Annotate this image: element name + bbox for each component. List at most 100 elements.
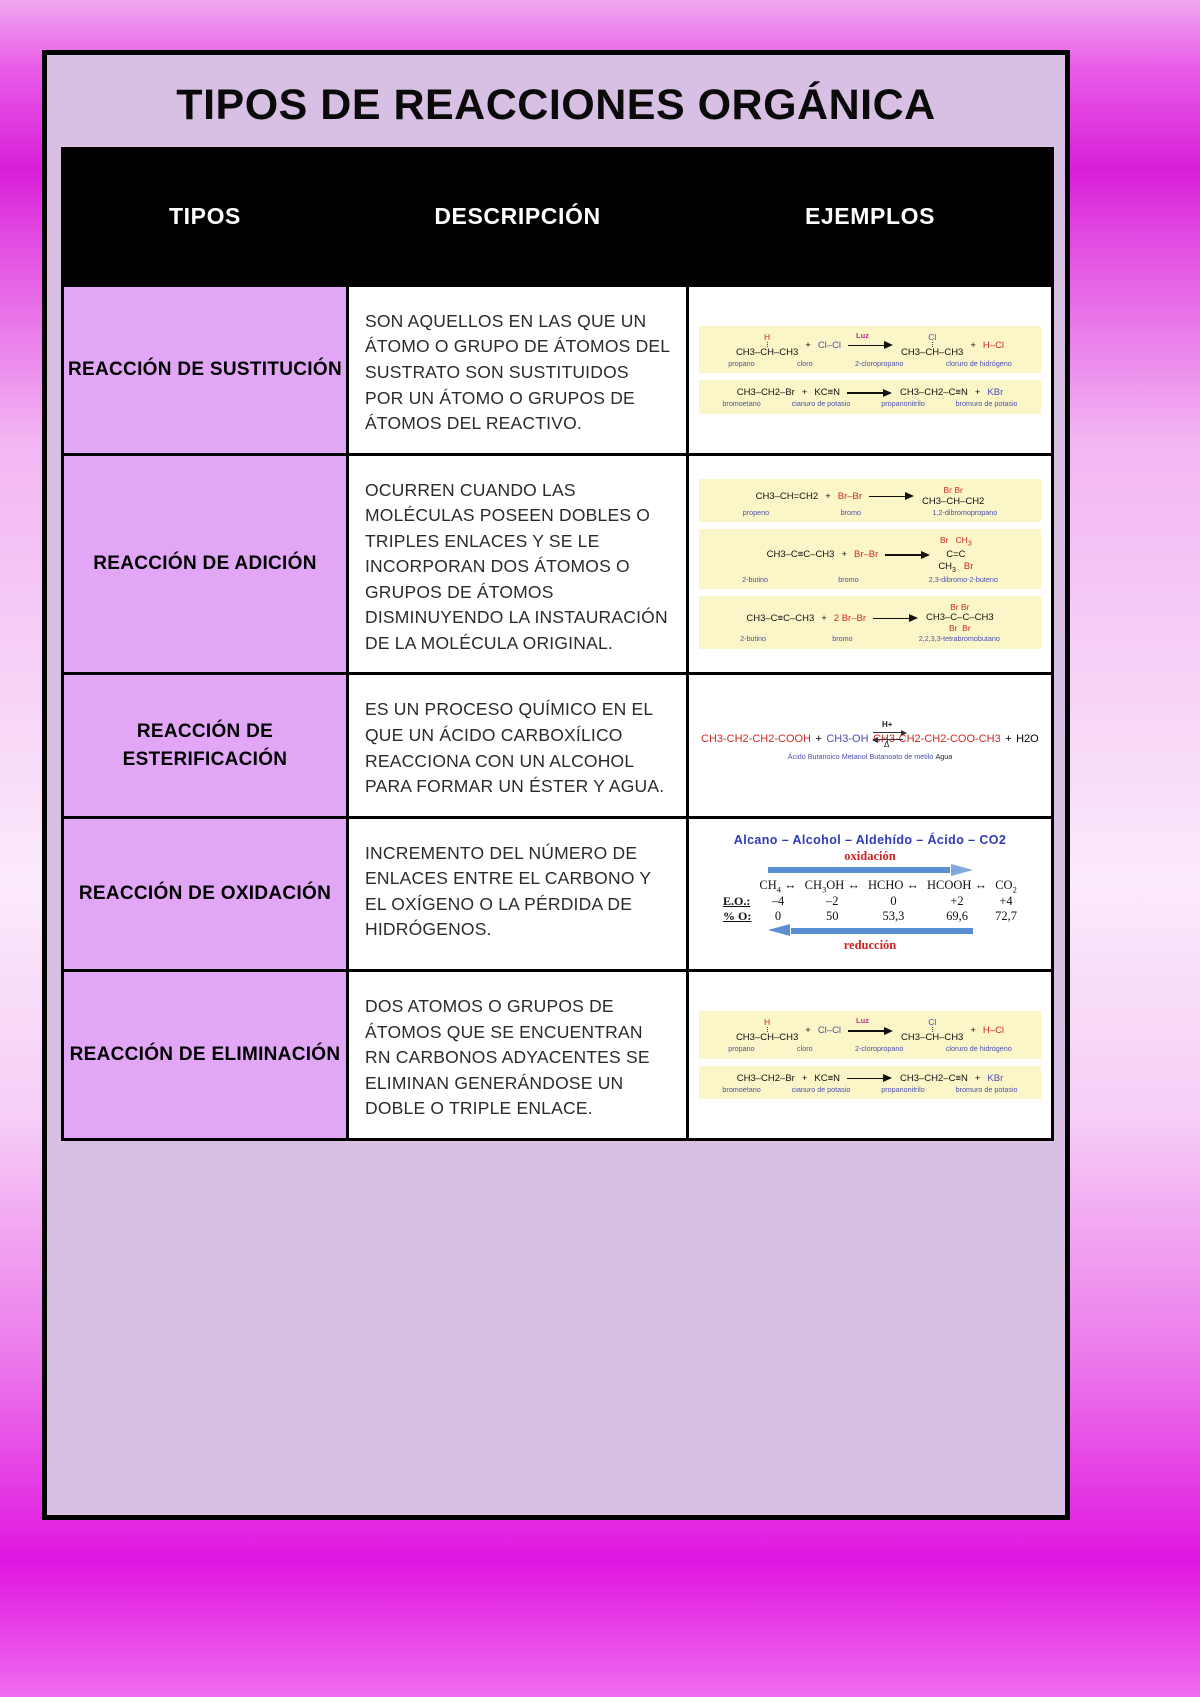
substituent-label: Br Br — [943, 485, 963, 496]
reactant-formula: Cl–Cl — [817, 339, 842, 351]
reaction-diagram: H CH3–CH–CH3 + Cl–Cl Luz Cl — [699, 325, 1041, 374]
species-name: 2,2,3,3-tetrabromobutano — [918, 634, 1000, 644]
species-name: Ácido Butanoico — [787, 752, 840, 762]
reactant-formula: CH3–CH=CH2 — [755, 491, 819, 503]
reaction-condition: Luz — [856, 330, 869, 340]
table-row: REACCIÓN DE SUSTITUCIÓN SON AQUELLOS EN … — [61, 283, 1054, 456]
reactant-formula: CH3–CH2–Br — [736, 387, 795, 399]
product-formula: C=C — [946, 548, 966, 560]
reactant-formula: CH3–CH–CH3 — [735, 1032, 799, 1044]
reaction-type-cell: REACCIÓN DE ELIMINACIÓN — [61, 969, 349, 1141]
reaction-diagram: CH3–CH2–Br + KC≡N CH3–CH2–C≡N + KBr brom… — [699, 1065, 1041, 1100]
species-name: propeno — [742, 507, 770, 517]
species-formula: CO2 — [995, 877, 1017, 895]
oxidation-arrow-icon — [767, 863, 973, 876]
reaction-examples-cell: H CH3–CH–CH3 + Cl–Cl Luz Cl — [686, 969, 1054, 1141]
eo-value: +2 — [950, 894, 964, 909]
species-name: 2-butino — [740, 634, 767, 644]
species-name: cianuro de potasio — [791, 1084, 851, 1094]
species-name: cloro — [797, 359, 813, 369]
reaction-description-cell: INCREMENTO DEL NÚMERO DE ENLACES ENTRE E… — [346, 815, 689, 973]
reactant-formula: CH3–C≡C–CH3 — [766, 549, 835, 561]
reaction-diagram: CH3–CH2–Br + KC≡N CH3–CH2–C≡N + KBr brom… — [699, 380, 1041, 414]
reaction-diagram: CH3–C≡C–CH3 + Br–Br Br CH3 C=C CH3 Br — [699, 529, 1041, 589]
product-formula: CH3–CH2–C≡N — [900, 1072, 968, 1084]
pct-value: 69,6 — [946, 909, 968, 924]
oxidation-label: oxidación — [844, 848, 896, 863]
content-card: TIPOS DE REACCIONES ORGÁNICA TIPOS DESCR… — [42, 50, 1070, 1520]
reaction-arrow-icon — [869, 491, 915, 502]
reaction-condition: Luz — [856, 1016, 869, 1026]
reaction-diagram: H CH3–CH–CH3 + Cl–Cl Luz Cl — [699, 1010, 1041, 1059]
column-header-tipos: TIPOS — [61, 146, 349, 287]
species-name: cloruro de hidrógeno — [945, 1044, 1012, 1054]
reaction-examples-cell: Alcano – Alcohol – Aldehído – Ácido – CO… — [686, 815, 1054, 973]
substituent-label: Br Br — [950, 601, 970, 612]
reactant-formula: Br–Br — [854, 549, 879, 561]
reactant-formula: Br–Br — [837, 491, 863, 503]
species-name: Butanoato de metilo — [869, 752, 934, 762]
reaction-description-cell: SON AQUELLOS EN LAS QUE UN ÁTOMO O GRUPO… — [346, 283, 689, 456]
species-name: bromo — [840, 507, 862, 517]
substituent-label: Cl — [928, 331, 937, 342]
ester-formula: CH3-CH2-CH2-COO-CH3 — [872, 733, 1001, 746]
table-row: REACCIÓN DE ELIMINACIÓN DOS ATOMOS O GRU… — [61, 969, 1054, 1141]
species-row: CH4 ↔ CH3OH ↔ HCHO ↔ HCOOH ↔ CO2 — [719, 878, 1021, 895]
product-formula: H–Cl — [982, 339, 1005, 351]
reaction-arrow-icon: Luz — [848, 331, 894, 351]
reaction-type-cell: REACCIÓN DE ESTERIFICACIÓN — [61, 672, 349, 819]
condition-top: H+ — [881, 720, 893, 730]
product-formula: CH3–CH2–C≡N — [900, 387, 968, 399]
species-name: bromoetano — [722, 399, 761, 409]
oxidation-chain-label: Alcano – Alcohol – Aldehído – Ácido – CO… — [733, 832, 1007, 847]
species-name: Agua — [935, 752, 953, 762]
product-formula: H–Cl — [982, 1025, 1005, 1037]
species-name: 2-cloropropano — [855, 1044, 904, 1054]
reaction-examples-cell: CH3-CH2-CH2-COOH + CH3-OH H+ Δ CH3-CH2-C… — [686, 672, 1054, 819]
eo-row: E.O.: –4 –2 0 +2 +4 — [719, 894, 1021, 909]
reaction-description-cell: OCURREN CUANDO LAS MOLÉCULAS POSEEN DOBL… — [346, 452, 689, 676]
water-formula: H2O — [1016, 733, 1039, 746]
species-name: 2-butino — [742, 574, 769, 584]
reaction-description-cell: ES UN PROCESO QUÍMICO EN EL QUE UN ÁCIDO… — [346, 672, 689, 819]
substituent-label: Cl — [928, 1016, 937, 1027]
species-name: cloruro de hidrógeno — [945, 359, 1012, 369]
reaction-diagram: CH3–CH=CH2 + Br–Br Br Br CH3–CH–CH2 — [699, 479, 1041, 523]
species-name: propano — [728, 1044, 755, 1054]
oxidation-diagram: Alcano – Alcohol – Aldehído – Ácido – CO… — [695, 826, 1045, 962]
condition-bottom: Δ — [883, 740, 890, 750]
reactant-formula: CH3–C≡C–CH3 — [746, 612, 815, 624]
reactant-formula: 2 Br–Br — [833, 612, 867, 624]
reaction-type-cell: REACCIÓN DE ADICIÓN — [61, 452, 349, 676]
product-formula: CH3–C–C–CH3 — [926, 612, 994, 624]
reactant-formula: CH3–CH2–Br — [736, 1072, 795, 1084]
table-row: REACCIÓN DE OXIDACIÓN INCREMENTO DEL NÚM… — [61, 815, 1054, 973]
pct-value: 50 — [826, 909, 839, 924]
reaction-arrow-icon — [847, 387, 893, 398]
reaction-examples-cell: H CH3–CH–CH3 + Cl–Cl Luz Cl — [686, 283, 1054, 456]
reaction-arrow-icon — [873, 613, 919, 624]
species-name: cloro — [797, 1044, 813, 1054]
reduction-arrow-icon — [767, 924, 973, 937]
reaction-type-cell: REACCIÓN DE OXIDACIÓN — [61, 815, 349, 973]
table-row: REACCIÓN DE ADICIÓN OCURREN CUANDO LAS M… — [61, 452, 1054, 676]
species-name: bromuro de potasio — [955, 1084, 1018, 1094]
species-name: bromo — [838, 574, 859, 584]
reaction-arrow-icon: Luz — [848, 1016, 894, 1036]
species-name: 2,3-dibromo-2-buteno — [928, 574, 998, 584]
pct-value: 72,7 — [995, 909, 1017, 924]
species-name: Metanol — [841, 752, 868, 762]
pct-value: 53,3 — [882, 909, 905, 924]
eo-label: E.O.: — [723, 894, 751, 909]
product-formula: KBr — [987, 1072, 1004, 1084]
product-formula: KBr — [987, 387, 1004, 399]
species-formula: HCOOH ↔ — [927, 878, 988, 893]
esterification-diagram: CH3-CH2-CH2-COOH + CH3-OH H+ Δ CH3-CH2-C… — [701, 720, 1039, 762]
species-formula: CH4 ↔ — [759, 877, 797, 895]
species-name: propanonitrilo — [881, 399, 925, 409]
reactant-formula: Cl–Cl — [817, 1025, 842, 1037]
product-formula: CH3–CH–CH3 — [901, 347, 964, 359]
reaction-arrow-icon — [847, 1073, 893, 1084]
substituent-label: H — [764, 1016, 771, 1027]
species-formula: HCHO ↔ — [867, 878, 919, 893]
